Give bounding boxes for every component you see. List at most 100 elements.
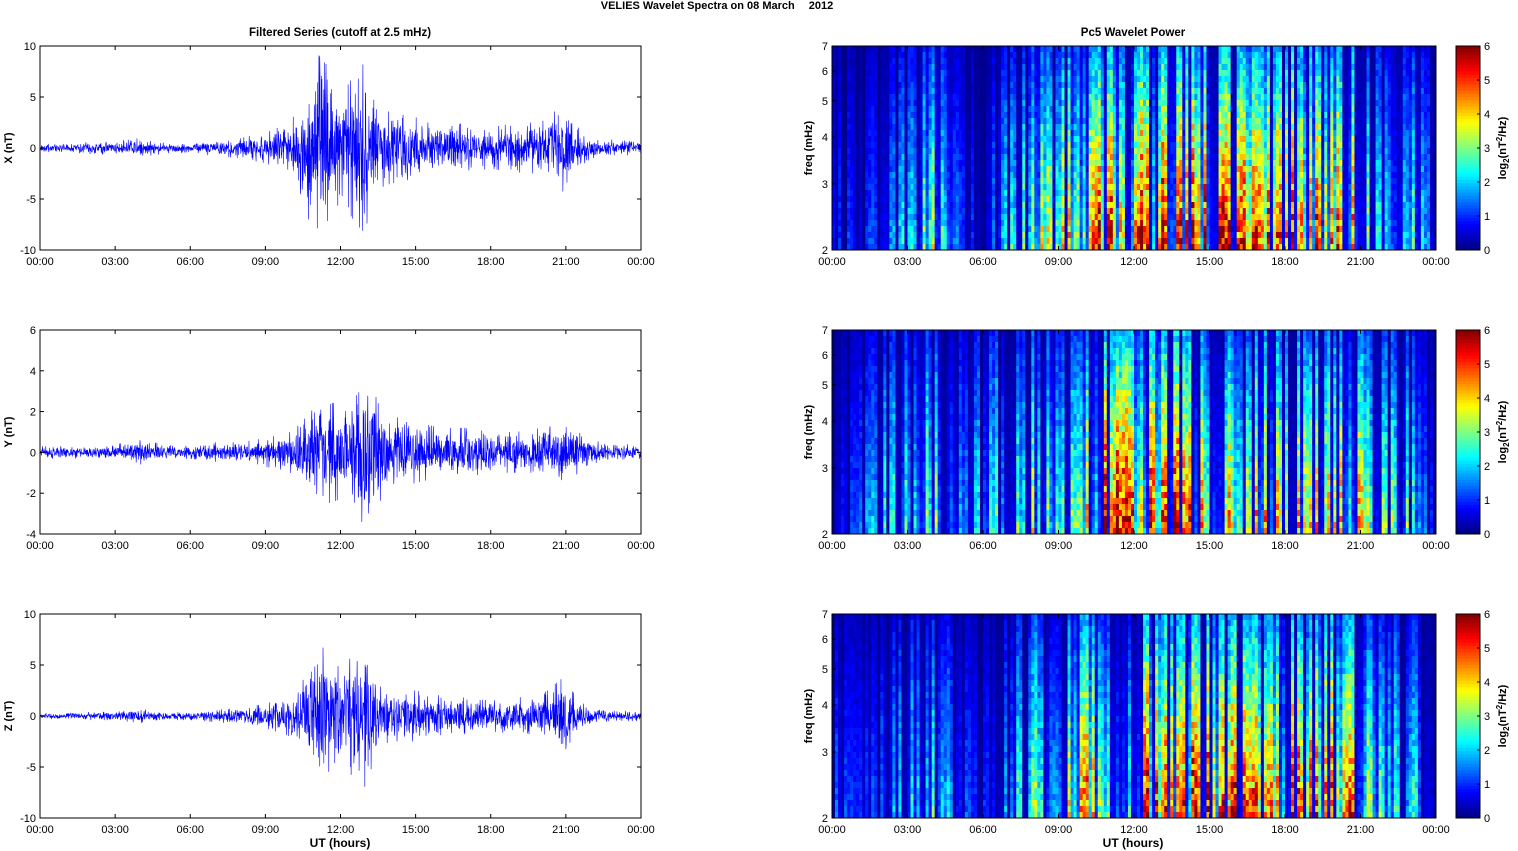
heatmap-cell bbox=[1200, 238, 1204, 245]
heatmap-cell bbox=[1121, 130, 1126, 137]
heatmap-cell bbox=[871, 46, 875, 53]
heatmap-cell bbox=[970, 64, 975, 71]
heatmap-cell bbox=[1121, 214, 1126, 221]
heatmap-cell bbox=[1013, 136, 1017, 143]
heatmap-cell bbox=[1082, 58, 1087, 65]
heatmap-cell bbox=[1055, 232, 1059, 239]
heatmap-cell bbox=[1073, 106, 1078, 113]
heatmap-cell bbox=[850, 208, 854, 215]
heatmap-cell bbox=[1088, 244, 1093, 251]
heatmap-cell bbox=[1134, 160, 1138, 167]
heatmap-cell bbox=[967, 82, 972, 89]
heatmap-cell bbox=[1182, 82, 1186, 89]
heatmap-cell bbox=[877, 52, 881, 59]
heatmap-cell bbox=[1170, 190, 1174, 197]
heatmap-cell bbox=[1179, 202, 1183, 209]
heatmap-cell bbox=[1019, 232, 1023, 239]
heatmap-cell bbox=[1164, 196, 1168, 203]
heatmap-cell bbox=[1082, 232, 1087, 239]
heatmap-cell bbox=[1121, 202, 1126, 209]
heatmap-cell bbox=[928, 172, 933, 179]
heatmap-cell bbox=[859, 208, 863, 215]
heatmap-cell bbox=[1100, 238, 1105, 245]
heatmap-cell bbox=[1191, 64, 1195, 71]
heatmap-cell bbox=[916, 82, 920, 89]
heatmap-cell bbox=[916, 88, 920, 95]
heatmap-cell bbox=[1112, 112, 1117, 119]
heatmap-cell bbox=[1103, 160, 1108, 167]
heatmap-cell bbox=[937, 160, 942, 167]
heatmap-cell bbox=[841, 118, 845, 125]
heatmap-cell bbox=[1251, 52, 1256, 59]
heatmap-cell bbox=[907, 178, 911, 185]
heatmap-cell bbox=[949, 238, 954, 245]
heatmap-cell bbox=[1239, 118, 1244, 125]
heatmap-cell bbox=[859, 202, 863, 209]
heatmap-cell bbox=[835, 154, 839, 161]
heatmap-cell bbox=[1013, 52, 1017, 59]
heatmap-cell bbox=[1097, 226, 1102, 233]
heatmap-cell bbox=[1007, 124, 1011, 131]
heatmap-cell bbox=[1046, 190, 1050, 197]
heatmap-cell bbox=[986, 214, 990, 221]
heatmap-cell bbox=[844, 88, 848, 95]
heatmap-cell bbox=[904, 196, 908, 203]
heatmap-cell bbox=[1103, 166, 1108, 173]
heatmap-cell bbox=[970, 88, 975, 95]
heatmap-cell bbox=[1158, 88, 1162, 95]
heatmap-cell bbox=[1194, 154, 1198, 161]
heatmap-cell bbox=[937, 112, 942, 119]
heatmap-cell bbox=[919, 64, 923, 71]
heatmap-cell bbox=[883, 238, 887, 245]
heatmap-cell bbox=[1115, 208, 1120, 215]
heatmap-cell bbox=[1019, 244, 1023, 251]
heatmap-cell bbox=[1130, 232, 1135, 239]
heatmap-cell bbox=[1016, 52, 1020, 59]
heatmap-cell bbox=[1254, 148, 1259, 155]
heatmap-cell bbox=[862, 58, 866, 65]
heatmap-cell bbox=[998, 106, 1002, 113]
heatmap-cell bbox=[1052, 88, 1056, 95]
heatmap-cell bbox=[832, 52, 836, 59]
heatmap-cell bbox=[832, 220, 836, 227]
heatmap-cell bbox=[1073, 112, 1078, 119]
heatmap-cell bbox=[1206, 58, 1210, 65]
heatmap-cell bbox=[889, 76, 893, 83]
heatmap-cell bbox=[1007, 118, 1011, 125]
heatmap-cell bbox=[1082, 214, 1087, 221]
heatmap-cell bbox=[1001, 160, 1005, 167]
heatmap-cell bbox=[1118, 88, 1123, 95]
heatmap-cell bbox=[1106, 184, 1111, 191]
heatmap-cell bbox=[940, 76, 945, 83]
heatmap-cell bbox=[1221, 208, 1225, 215]
heatmap-cell bbox=[1073, 196, 1078, 203]
heatmap-cell bbox=[859, 172, 863, 179]
heatmap-cell bbox=[1227, 130, 1232, 137]
heatmap-cell bbox=[1043, 220, 1047, 227]
heatmap-cell bbox=[1037, 46, 1041, 53]
heatmap-cell bbox=[847, 46, 851, 53]
heatmap-cell bbox=[1028, 166, 1032, 173]
heatmap-cell bbox=[916, 238, 920, 245]
heatmap-cell bbox=[1137, 142, 1141, 149]
heatmap-cell bbox=[1176, 148, 1180, 155]
heatmap-cell bbox=[1079, 166, 1084, 173]
heatmap-cell bbox=[967, 76, 972, 83]
heatmap-cell bbox=[1245, 82, 1250, 89]
heatmap-cell bbox=[1221, 244, 1225, 251]
heatmap-cell bbox=[868, 190, 872, 197]
heatmap-cell bbox=[949, 76, 954, 83]
heatmap-cell bbox=[1040, 112, 1044, 119]
heatmap-cell bbox=[1070, 106, 1074, 113]
heatmap-cell bbox=[1221, 196, 1225, 203]
heatmap-cell bbox=[1254, 88, 1259, 95]
heatmap-cell bbox=[1206, 220, 1210, 227]
heatmap-cell bbox=[1182, 244, 1186, 251]
heatmap-cell bbox=[913, 58, 917, 65]
heatmap-cell bbox=[1170, 244, 1174, 251]
heatmap-cell bbox=[958, 154, 963, 161]
heatmap-cell bbox=[1230, 130, 1235, 137]
heatmap-cell bbox=[1224, 76, 1229, 83]
heatmap-cell bbox=[880, 142, 884, 149]
heatmap-cell bbox=[1067, 94, 1071, 101]
